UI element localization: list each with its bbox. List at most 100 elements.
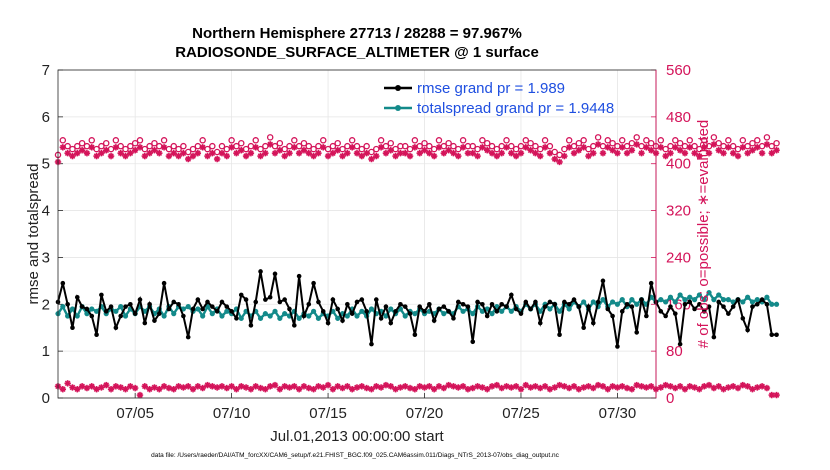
- asterisk-stroke: [64, 150, 71, 156]
- asterisk-stroke: [64, 380, 71, 387]
- obs-evaluated-point: [247, 149, 255, 157]
- totalspread-point: [368, 306, 375, 312]
- rmse-point: [224, 304, 230, 309]
- asterisk-stroke: [132, 385, 138, 391]
- y-tick-label: 5: [42, 156, 50, 173]
- asterisk-stroke: [561, 153, 568, 159]
- obs-possible-point: [238, 139, 245, 147]
- obs-possible-point: [604, 137, 612, 144]
- rmse-point: [282, 297, 287, 302]
- asterisk-stroke: [638, 383, 645, 390]
- asterisk-stroke: [117, 384, 124, 391]
- obs-possible-point: [127, 142, 134, 150]
- totalspread-point: [489, 311, 495, 317]
- obs-evaluated-low-point: [696, 386, 703, 393]
- asterisk-stroke: [682, 386, 688, 393]
- obs-evaluated-point: [320, 144, 327, 151]
- asterisk-stroke: [455, 153, 462, 159]
- rmse-point: [716, 299, 721, 305]
- y-tick-label: 6: [42, 109, 50, 126]
- asterisk-stroke: [199, 144, 206, 151]
- rmse-point: [470, 339, 476, 345]
- asterisk-stroke: [330, 150, 336, 156]
- rmse-point: [185, 334, 191, 340]
- obs-evaluated-point: [141, 152, 149, 160]
- obs-evaluated-low-point: [141, 383, 149, 390]
- totalspread-point: [614, 301, 621, 307]
- rmse-point: [619, 309, 625, 314]
- obs-possible-point: [618, 137, 626, 144]
- rmse-point: [552, 301, 558, 307]
- asterisk-stroke: [103, 147, 110, 154]
- rmse-point: [547, 299, 553, 305]
- obs-possible-point: [725, 137, 732, 144]
- obs-possible-point: [657, 137, 665, 144]
- asterisk-stroke: [170, 386, 177, 393]
- obs-evaluated-point: [594, 141, 602, 148]
- totalspread-point: [556, 308, 563, 314]
- y2-tick-label: 480: [666, 109, 691, 126]
- asterisk-stroke: [604, 144, 611, 151]
- obs-evaluated-point: [662, 152, 669, 160]
- rmse-point: [692, 306, 697, 312]
- rmse-point: [484, 313, 490, 319]
- asterisk-stroke: [190, 386, 196, 393]
- obs-evaluated-low-point: [175, 383, 182, 390]
- obs-possible-point: [348, 137, 356, 144]
- asterisk-stroke: [214, 384, 220, 391]
- obs-evaluated-low-point: [199, 384, 206, 392]
- totalspread-point: [600, 297, 606, 303]
- obs-evaluated-point: [691, 149, 698, 157]
- rmse-point: [364, 309, 369, 314]
- rmse-point: [726, 311, 731, 316]
- asterisk-stroke: [223, 385, 230, 391]
- asterisk-stroke: [383, 382, 389, 388]
- asterisk-stroke: [426, 150, 433, 156]
- asterisk-stroke: [508, 384, 515, 391]
- obs-evaluated-low-point: [382, 381, 390, 389]
- asterisk-stroke: [74, 386, 81, 393]
- rmse-point: [205, 299, 210, 305]
- rmse-point: [576, 304, 582, 309]
- rmse-point: [113, 325, 119, 331]
- rmse-point: [730, 304, 736, 309]
- totalspread-point: [470, 311, 476, 317]
- asterisk-stroke: [257, 385, 264, 391]
- asterisk-stroke: [440, 150, 447, 156]
- rmse-point: [417, 304, 422, 309]
- totalspread-point: [412, 311, 418, 317]
- asterisk-stroke: [354, 150, 360, 156]
- asterisk-stroke: [416, 150, 423, 156]
- rmse-point: [156, 311, 162, 316]
- rmse-point: [721, 304, 726, 309]
- asterisk-stroke: [474, 383, 481, 390]
- obs-possible-point: [175, 145, 182, 153]
- asterisk-stroke: [88, 383, 95, 390]
- totalspread-point: [359, 308, 365, 314]
- totalspread-point: [195, 306, 201, 312]
- rmse-point: [528, 306, 533, 312]
- rmse-point: [65, 301, 70, 307]
- obs-evaluated-point: [146, 149, 153, 157]
- obs-possible-point: [483, 139, 491, 147]
- asterisk-stroke: [117, 150, 124, 156]
- rmse-point: [359, 297, 365, 302]
- asterisk-stroke: [277, 386, 283, 393]
- asterisk-stroke: [137, 392, 143, 398]
- obs-evaluated-low-point: [59, 386, 67, 393]
- obs-evaluated-point: [242, 152, 250, 160]
- rmse-point: [99, 292, 104, 298]
- obs-evaluated-low-point: [604, 386, 611, 393]
- totalspread-point: [508, 308, 514, 314]
- obs-evaluated-low-point: [676, 383, 684, 390]
- asterisk-stroke: [436, 383, 442, 390]
- asterisk-stroke: [407, 153, 413, 159]
- obs-evaluated-point: [459, 144, 467, 151]
- totalspread-point: [89, 306, 95, 312]
- obs-possible-point: [411, 137, 419, 144]
- obs-evaluated-low-point: [286, 384, 293, 391]
- rmse-point: [402, 304, 408, 309]
- rmse-point: [523, 299, 529, 305]
- asterisk-stroke: [161, 144, 167, 151]
- obs-evaluated-low-point: [170, 386, 177, 393]
